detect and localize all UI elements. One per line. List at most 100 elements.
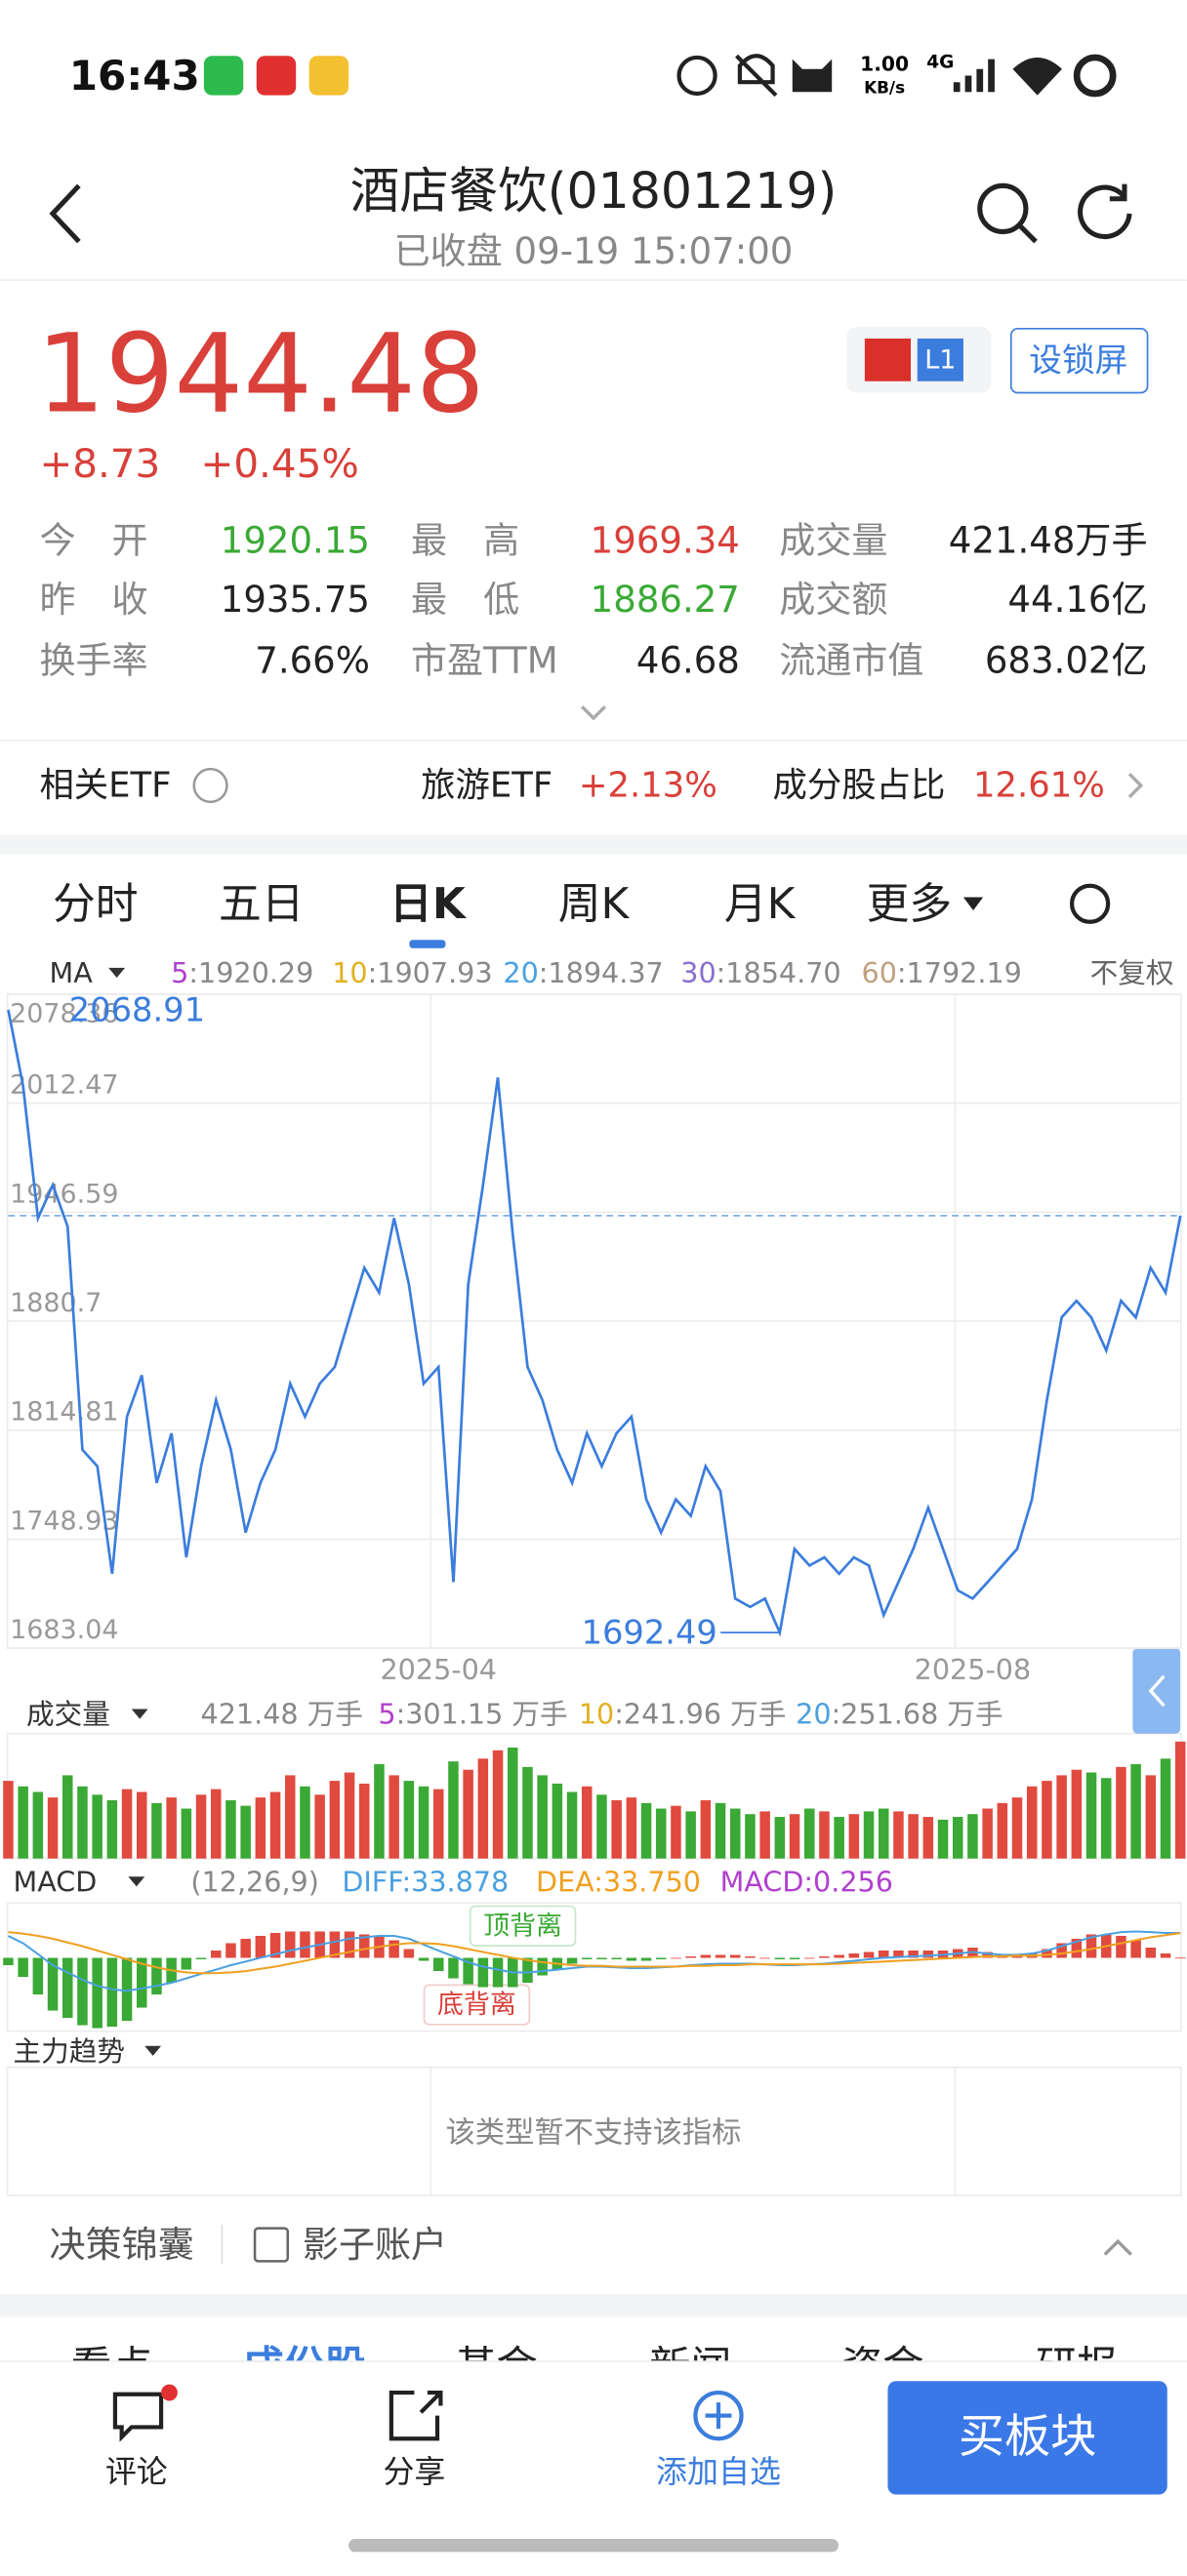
- volume-bar: [210, 1789, 222, 1859]
- stat-label: 最 高: [411, 520, 519, 562]
- legend-key: 5: [171, 956, 188, 989]
- side-tab[interactable]: [1132, 1648, 1181, 1734]
- volume-bar: [225, 1799, 236, 1859]
- macd-bar: [1071, 1938, 1083, 1958]
- stat-value: 1920.15: [221, 520, 370, 562]
- change-percent: +0.45%: [200, 440, 358, 487]
- chart-tab[interactable]: 日K: [389, 879, 468, 929]
- macd-bar: [448, 1957, 459, 1979]
- etf-change: +2.13%: [579, 766, 717, 806]
- collapse-icon[interactable]: [1103, 2238, 1132, 2256]
- chart-tab[interactable]: 五日: [219, 879, 305, 929]
- volume-bar: [507, 1747, 518, 1859]
- volume-bar: [566, 1791, 578, 1859]
- volume-bar: [522, 1766, 533, 1859]
- macd-bar: [655, 1957, 667, 1959]
- page-subtitle: 已收盘 09-19 15:07:00: [394, 230, 794, 272]
- chart-tab[interactable]: 周K: [558, 879, 631, 929]
- macd-bar: [863, 1952, 875, 1958]
- nav-label[interactable]: 评论: [105, 2453, 168, 2490]
- chart-tab[interactable]: 月K: [724, 879, 797, 929]
- page-title: 酒店餐饮(01801219): [350, 162, 838, 220]
- chart-tab[interactable]: 分时: [53, 879, 139, 929]
- macd-bar: [715, 1954, 726, 1958]
- ma-label[interactable]: MA: [50, 956, 94, 989]
- nav-label[interactable]: 添加自选: [656, 2453, 781, 2490]
- macd-label[interactable]: MACD: [14, 1865, 98, 1898]
- macd-frame: [6, 1902, 1182, 2033]
- indicator-frame: [6, 2066, 1182, 2196]
- buy-button[interactable]: [887, 2381, 1167, 2495]
- level-badge: [917, 338, 963, 382]
- info-icon[interactable]: [192, 767, 228, 804]
- add-watch-icon[interactable]: [693, 2390, 744, 2441]
- band: [0, 2294, 1187, 2317]
- macd-bar: [151, 1957, 162, 1995]
- macd-bar: [418, 1957, 430, 1961]
- volume-bar: [269, 1791, 281, 1859]
- tool-link[interactable]: 决策锦囊: [50, 2224, 194, 2266]
- macd-bar: [626, 1957, 637, 1961]
- legend-value: :1854.70: [716, 956, 841, 989]
- volume-bar: [374, 1764, 385, 1859]
- back-button[interactable]: [49, 183, 81, 244]
- expand-icon[interactable]: [581, 704, 606, 721]
- volume-bar: [863, 1811, 875, 1859]
- volume-bar: [1130, 1764, 1141, 1859]
- comment-icon[interactable]: [112, 2392, 164, 2442]
- macd-bar: [1130, 1940, 1141, 1958]
- macd-bar: [240, 1938, 251, 1958]
- stat-value: 46.68: [636, 640, 740, 682]
- mute-icon: [735, 54, 778, 98]
- volume-bar: [358, 1783, 370, 1859]
- macd-bar: [432, 1957, 444, 1971]
- volume-bar: [3, 1781, 14, 1859]
- search-button[interactable]: [977, 182, 1038, 244]
- macd-dea: DEA:33.750: [536, 1865, 701, 1898]
- chart-tab[interactable]: 更多: [867, 879, 953, 929]
- macd-bar: [47, 1957, 59, 2011]
- nav-label[interactable]: 分享: [383, 2453, 445, 2490]
- stat-value: 1935.75: [221, 579, 370, 621]
- volume-bar: [47, 1797, 59, 1859]
- macd-bar: [1174, 1957, 1186, 1959]
- tool-link[interactable]: 影子账户: [303, 2224, 447, 2266]
- macd-bar: [358, 1934, 370, 1958]
- component-value: 12.61%: [973, 766, 1105, 806]
- app-icon: [203, 56, 244, 96]
- volume-bar: [803, 1808, 815, 1859]
- volume-bar: [789, 1814, 800, 1859]
- refresh-button[interactable]: [1078, 183, 1132, 240]
- adjust-label[interactable]: 不复权: [1090, 956, 1174, 989]
- legend-key: 60: [862, 956, 897, 989]
- macd-bar: [344, 1931, 355, 1958]
- band: [0, 834, 1187, 855]
- indicator-label[interactable]: 主力趋势: [14, 2034, 125, 2068]
- stat-label: 今 开: [39, 520, 147, 562]
- etf-arrow[interactable]: [1127, 773, 1144, 798]
- x-tick-label: 2025-08: [915, 1653, 1032, 1686]
- flag-icon: [864, 338, 912, 382]
- volume-bar: [552, 1783, 563, 1859]
- volume-bar: [611, 1799, 622, 1859]
- volume-label[interactable]: 成交量: [26, 1698, 110, 1731]
- macd-bar: [210, 1950, 222, 1958]
- stat-value: 44.16亿: [1007, 579, 1147, 621]
- share-icon[interactable]: [389, 2390, 443, 2441]
- volume-bar: [1145, 1775, 1157, 1859]
- legend-value: :1894.37: [539, 956, 664, 989]
- macd-bar: [566, 1957, 578, 1964]
- volume-bar: [1085, 1772, 1097, 1859]
- settings-button[interactable]: [1069, 883, 1111, 924]
- legend-item: 10:1907.93: [332, 956, 492, 989]
- dropdown-icon: [962, 897, 984, 910]
- lock-button[interactable]: [1009, 327, 1149, 394]
- legend-item: 5:301.15 万手: [378, 1698, 567, 1731]
- volume-bar: [774, 1817, 786, 1859]
- volume-bar: [181, 1808, 192, 1859]
- macd-bar: [195, 1957, 207, 1959]
- macd-bar: [106, 1957, 118, 2028]
- macd-bar: [389, 1940, 399, 1958]
- volume-bar: [952, 1817, 963, 1859]
- macd-bar: [92, 1957, 102, 2029]
